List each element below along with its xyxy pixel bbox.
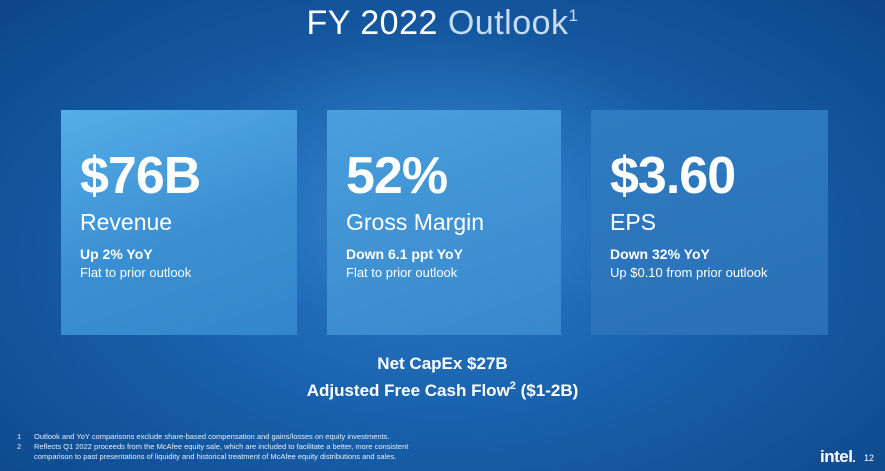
revenue-note: Flat to prior outlook	[80, 265, 192, 280]
revenue-value: $76B	[80, 147, 201, 205]
eps-value: $3.60	[610, 147, 736, 205]
intel-logo: intel.	[820, 447, 856, 467]
title-main: FY 2022	[306, 4, 438, 42]
net-capex-line: Net CapEx $27B	[377, 354, 508, 373]
eps-note: Up $0.10 from prior outlook	[610, 265, 768, 280]
free-cash-flow-value: ($1-2B)	[515, 381, 579, 400]
footnote-number: 2	[17, 442, 22, 451]
gross-margin-value: 52%	[346, 147, 448, 205]
footnote-2: 2 Reflects Q1 2022 proceeds from the McA…	[17, 442, 408, 452]
revenue-card: $76B Revenue Up 2% YoY Flat to prior out…	[61, 110, 297, 335]
eps-change: Down 32% YoY	[610, 246, 710, 262]
footnote-2-continued: comparison to past presentations of liqu…	[34, 452, 397, 461]
footnote-text: Reflects Q1 2022 proceeds from the McAfe…	[34, 442, 409, 451]
gross-margin-change: Down 6.1 ppt YoY	[346, 246, 463, 262]
revenue-label: Revenue	[80, 209, 173, 235]
slide-title: FY 2022 Outlook1	[0, 4, 885, 43]
eps-label: EPS	[610, 209, 657, 235]
logo-dot: .	[852, 451, 856, 465]
gross-margin-label: Gross Margin	[346, 209, 485, 235]
title-footnote-ref: 1	[568, 6, 579, 25]
free-cash-flow-line: Adjusted Free Cash Flow2 ($1-2B)	[0, 380, 885, 401]
footnote-1: 1 Outlook and YoY comparisons exclude sh…	[17, 432, 408, 442]
title-accent: Outlook	[447, 4, 569, 42]
revenue-change: Up 2% YoY	[80, 246, 153, 262]
free-cash-flow-label: Adjusted Free Cash Flow	[306, 381, 510, 400]
free-cash-flow-footnote-ref: 2	[509, 380, 516, 392]
footnote-text: Outlook and YoY comparisons exclude shar…	[34, 432, 390, 441]
footnote-number: 1	[17, 432, 22, 441]
eps-card: $3.60 EPS Down 32% YoY Up $0.10 from pri…	[591, 110, 828, 335]
page-number: 12	[864, 453, 875, 463]
logo-wordmark: intel	[820, 447, 853, 466]
gross-margin-note: Flat to prior outlook	[346, 265, 458, 280]
gross-margin-card: 52% Gross Margin Down 6.1 ppt YoY Flat t…	[327, 110, 561, 335]
footnotes: 1 Outlook and YoY comparisons exclude sh…	[17, 432, 408, 462]
